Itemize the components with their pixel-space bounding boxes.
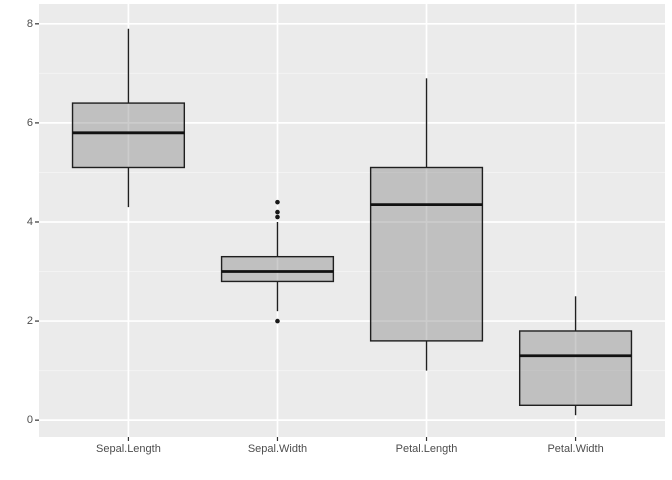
outlier-point-sepal-width bbox=[275, 199, 280, 205]
x-category-label: Sepal.Length bbox=[96, 443, 161, 455]
box-petal-length bbox=[369, 166, 484, 342]
y-tick-label: 8 bbox=[26, 17, 33, 30]
outlier-point-sepal-width bbox=[275, 209, 280, 215]
y-tick-label: 0 bbox=[26, 414, 33, 427]
outlier-point-sepal-width bbox=[275, 318, 280, 324]
y-tick-label: 6 bbox=[26, 116, 33, 129]
box-sepal-length bbox=[71, 102, 186, 169]
outlier-point-sepal-width bbox=[275, 214, 280, 220]
panel-background bbox=[39, 4, 665, 437]
x-category-label: Petal.Width bbox=[547, 443, 604, 455]
y-tick-label: 2 bbox=[26, 315, 33, 328]
y-tick-label: 4 bbox=[26, 215, 33, 228]
x-category-label: Petal.Length bbox=[395, 443, 458, 455]
box-sepal-width bbox=[220, 255, 335, 283]
x-category-label: Sepal.Width bbox=[247, 443, 308, 455]
box-petal-width bbox=[518, 330, 633, 406]
